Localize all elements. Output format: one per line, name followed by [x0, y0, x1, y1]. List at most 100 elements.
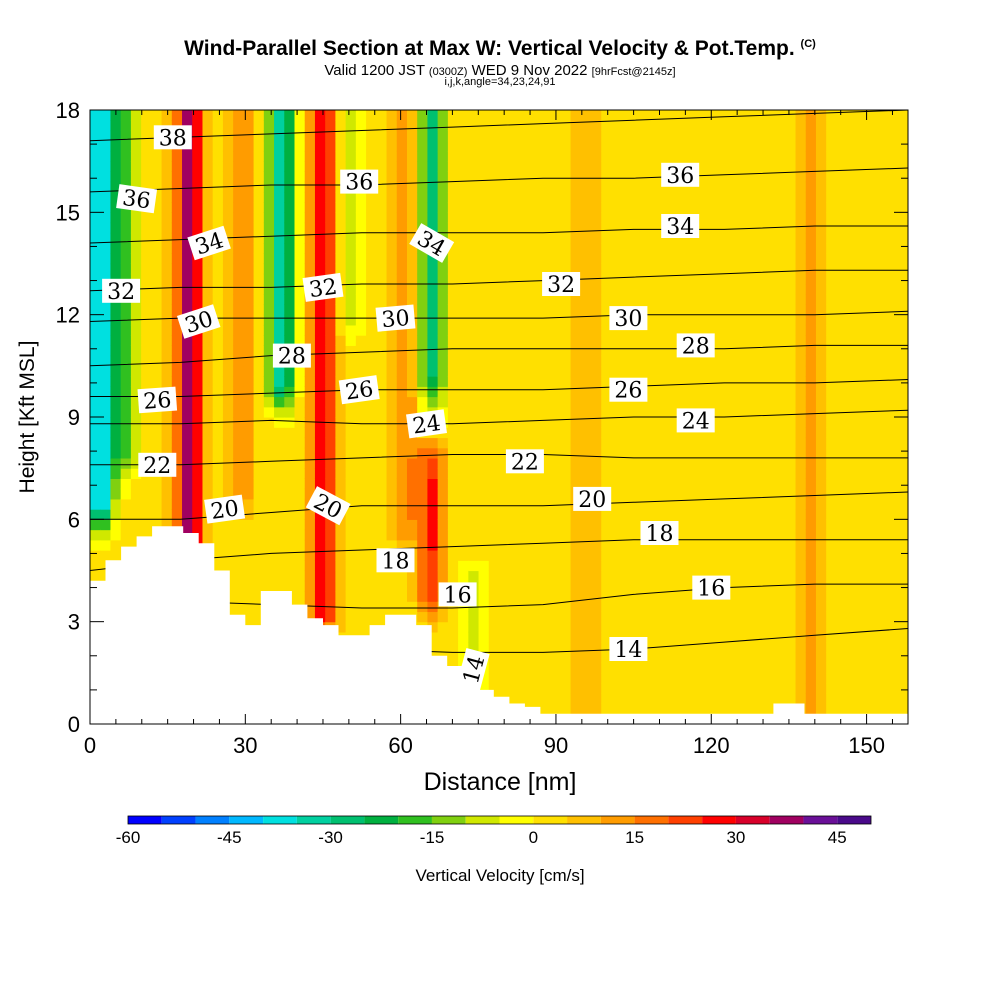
- velocity-cell: [182, 222, 193, 234]
- contour-label-text: 32: [547, 273, 575, 298]
- velocity-cell: [304, 243, 316, 254]
- velocity-cell: [366, 509, 377, 520]
- velocity-cell: [120, 519, 132, 531]
- velocity-cell: [417, 498, 429, 510]
- velocity-cell: [222, 212, 234, 224]
- velocity-cell: [376, 580, 388, 592]
- velocity-cell: [539, 550, 551, 561]
- velocity-cell: [805, 355, 817, 367]
- velocity-cell: [550, 488, 561, 500]
- velocity-cell: [458, 631, 469, 643]
- velocity-cell: [744, 631, 756, 643]
- velocity-cell: [222, 447, 234, 459]
- velocity-cell: [826, 427, 838, 439]
- velocity-cell: [775, 120, 786, 132]
- velocity-cell: [519, 202, 531, 213]
- velocity-cell: [335, 232, 347, 244]
- velocity-cell: [509, 417, 521, 428]
- velocity-cell: [355, 202, 367, 213]
- velocity-cell: [734, 212, 746, 224]
- velocity-cell: [734, 406, 746, 418]
- velocity-cell: [233, 191, 244, 203]
- velocity-cell: [846, 324, 858, 336]
- velocity-cell: [141, 314, 152, 326]
- velocity-cell: [550, 396, 561, 408]
- velocity-cell: [621, 539, 633, 551]
- velocity-cell: [897, 222, 908, 234]
- velocity-cell: [887, 478, 899, 490]
- velocity-cell: [734, 601, 746, 613]
- velocity-cell: [570, 243, 582, 254]
- velocity-cell: [601, 365, 613, 377]
- velocity-cell: [877, 621, 889, 633]
- velocity-cell: [877, 396, 889, 408]
- velocity-cell: [713, 304, 725, 316]
- velocity-cell: [335, 150, 347, 162]
- velocity-cell: [458, 550, 469, 561]
- velocity-cell: [744, 324, 756, 336]
- velocity-cell: [867, 273, 878, 285]
- velocity-cell: [202, 212, 214, 224]
- velocity-cell: [703, 693, 715, 705]
- velocity-cell: [795, 406, 807, 418]
- velocity-cell: [703, 181, 715, 193]
- velocity-cell: [642, 611, 653, 623]
- velocity-cell: [294, 161, 306, 172]
- velocity-cell: [304, 181, 316, 193]
- velocity-cell: [222, 478, 234, 490]
- velocity-cell: [345, 611, 357, 623]
- velocity-cell: [529, 631, 541, 643]
- velocity-cell: [386, 253, 398, 265]
- velocity-cell: [550, 376, 561, 387]
- velocity-cell: [406, 509, 418, 520]
- velocity-cell: [826, 253, 838, 265]
- velocity-cell: [785, 253, 797, 265]
- velocity-cell: [233, 601, 244, 613]
- velocity-cell: [754, 590, 766, 602]
- velocity-cell: [253, 406, 265, 418]
- velocity-cell: [662, 365, 674, 377]
- velocity-cell: [826, 457, 838, 469]
- velocity-cell: [785, 437, 797, 449]
- velocity-cell: [662, 580, 674, 592]
- velocity-cell: [877, 232, 889, 244]
- velocity-cell: [304, 406, 316, 418]
- velocity-cell: [100, 253, 112, 265]
- velocity-cell: [580, 652, 592, 664]
- velocity-cell: [509, 386, 521, 398]
- velocity-cell: [795, 273, 807, 285]
- velocity-cell: [744, 232, 756, 244]
- velocity-cell: [468, 150, 480, 162]
- velocity-cell: [376, 376, 388, 387]
- velocity-cell: [294, 580, 306, 592]
- velocity-cell: [877, 376, 889, 387]
- velocity-cell: [110, 191, 122, 203]
- velocity-cell: [662, 386, 674, 398]
- velocity-cell: [539, 457, 551, 469]
- velocity-cell: [826, 110, 838, 121]
- velocity-cell: [161, 110, 173, 121]
- velocity-cell: [233, 355, 244, 367]
- velocity-cell: [171, 304, 183, 316]
- velocity-cell: [621, 253, 633, 265]
- velocity-cell: [683, 631, 694, 643]
- velocity-cell: [345, 294, 357, 306]
- velocity-cell: [90, 447, 101, 459]
- velocity-cell: [754, 171, 766, 183]
- velocity-cell: [764, 590, 776, 602]
- velocity-cell: [263, 273, 275, 285]
- velocity-cell: [222, 365, 234, 377]
- velocity-cell: [754, 478, 766, 490]
- velocity-cell: [202, 376, 214, 387]
- velocity-cell: [161, 171, 173, 183]
- velocity-cell: [427, 324, 439, 336]
- velocity-cell: [376, 130, 388, 142]
- velocity-cell: [458, 222, 469, 234]
- velocity-cell: [877, 161, 889, 172]
- velocity-cell: [294, 181, 306, 193]
- velocity-cell: [744, 355, 756, 367]
- velocity-cell: [785, 611, 797, 623]
- velocity-cell: [376, 570, 388, 582]
- velocity-cell: [539, 488, 551, 500]
- velocity-cell: [437, 488, 449, 500]
